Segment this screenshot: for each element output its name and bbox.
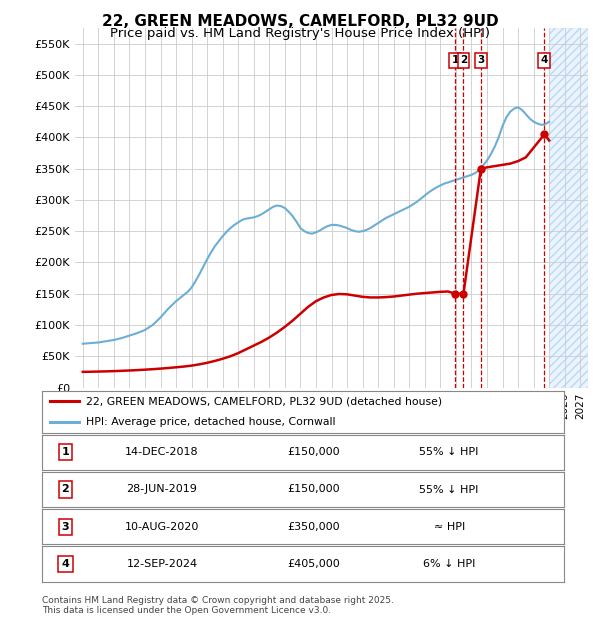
Text: £350,000: £350,000 (287, 521, 340, 532)
Text: 2: 2 (62, 484, 70, 495)
Text: 22, GREEN MEADOWS, CAMELFORD, PL32 9UD: 22, GREEN MEADOWS, CAMELFORD, PL32 9UD (101, 14, 499, 29)
Text: £150,000: £150,000 (287, 484, 340, 495)
Text: ≈ HPI: ≈ HPI (434, 521, 465, 532)
Text: 1: 1 (452, 55, 459, 65)
Text: 14-DEC-2018: 14-DEC-2018 (125, 447, 199, 458)
Bar (549, 28, 588, 387)
Bar (549, 28, 588, 387)
Text: £405,000: £405,000 (287, 559, 340, 569)
Text: 55% ↓ HPI: 55% ↓ HPI (419, 447, 479, 458)
Text: 22, GREEN MEADOWS, CAMELFORD, PL32 9UD (detached house): 22, GREEN MEADOWS, CAMELFORD, PL32 9UD (… (86, 396, 442, 406)
Text: 4: 4 (62, 559, 70, 569)
Text: 12-SEP-2024: 12-SEP-2024 (127, 559, 197, 569)
Text: 1: 1 (62, 447, 70, 458)
Text: 2: 2 (460, 55, 467, 65)
Text: 10-AUG-2020: 10-AUG-2020 (125, 521, 199, 532)
Text: 3: 3 (62, 521, 70, 532)
Text: £150,000: £150,000 (287, 447, 340, 458)
Text: Price paid vs. HM Land Registry's House Price Index (HPI): Price paid vs. HM Land Registry's House … (110, 27, 490, 40)
Text: Contains HM Land Registry data © Crown copyright and database right 2025.
This d: Contains HM Land Registry data © Crown c… (42, 596, 394, 615)
Text: 28-JUN-2019: 28-JUN-2019 (127, 484, 197, 495)
Text: 3: 3 (477, 55, 485, 65)
Text: 55% ↓ HPI: 55% ↓ HPI (419, 484, 479, 495)
Text: 4: 4 (541, 55, 548, 65)
Text: HPI: Average price, detached house, Cornwall: HPI: Average price, detached house, Corn… (86, 417, 336, 427)
Text: 6% ↓ HPI: 6% ↓ HPI (423, 559, 475, 569)
